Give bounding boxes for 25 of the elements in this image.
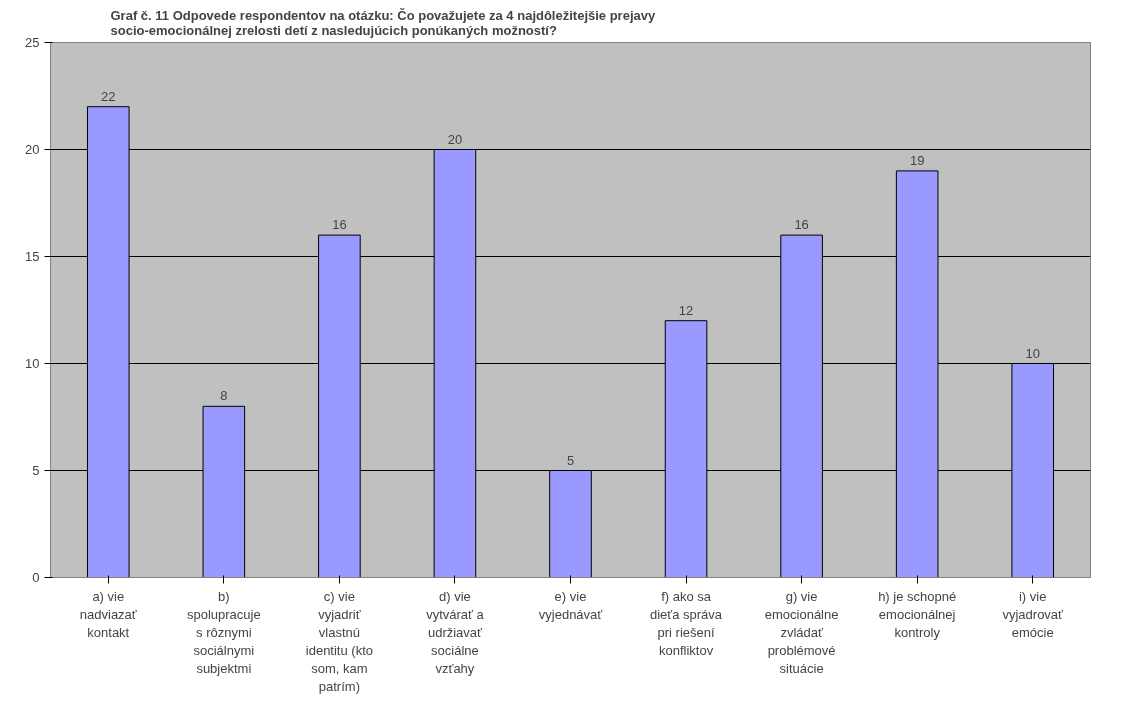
data-label: 16 (794, 217, 809, 233)
data-label: 19 (909, 152, 925, 168)
data-label: 8 (220, 388, 228, 404)
x-tick-label: d) vie vytvárať a udržiavať sociálne vzťahy (426, 588, 485, 676)
x-tick-label: f) ako sa dieťa správa pri riešení konfliktov (650, 588, 723, 658)
data-label: 12 (678, 302, 694, 318)
y-tick-label: 10 (25, 356, 40, 371)
y-tick-label: 15 (25, 249, 40, 264)
y-tick-label: 5 (32, 463, 40, 478)
x-tick-label: c) vie vyjadriť vlastnú identitu (kto som, kam patrím) (305, 588, 373, 694)
data-label: 10 (1025, 345, 1040, 361)
x-tick-label: a) vie nadviazať kontakt (79, 588, 137, 640)
data-label: 22 (101, 88, 116, 104)
y-tick-label: 20 (25, 142, 40, 157)
y-tick-label: 25 (25, 35, 40, 50)
data-label: 16 (332, 217, 347, 233)
x-tick-label: i) vie vyjadrovať emócie (1002, 588, 1064, 640)
x-tick-label: h) je schopné emocionálnej kontroly (878, 588, 957, 640)
y-tick-label: 0 (32, 570, 40, 585)
x-tick-label: b) spolupracuje s rôznymi sociálnymi subjektmi (186, 588, 261, 676)
data-label: 20 (447, 131, 463, 147)
chart-title: Graf č. 11 Odpovede respondentov na otázku: Čo považujete za 4 najdôležitejšie prejavy socio-emocionálnej zrelosti detí z nasledujúcich ponúkaných možností? (110, 7, 656, 38)
x-tick-label: e) vie vyjednávať (538, 588, 603, 622)
data-label: 5 (566, 452, 575, 468)
x-tick-label: g) vie emocionálne zvládať problémové situácie (764, 588, 839, 676)
